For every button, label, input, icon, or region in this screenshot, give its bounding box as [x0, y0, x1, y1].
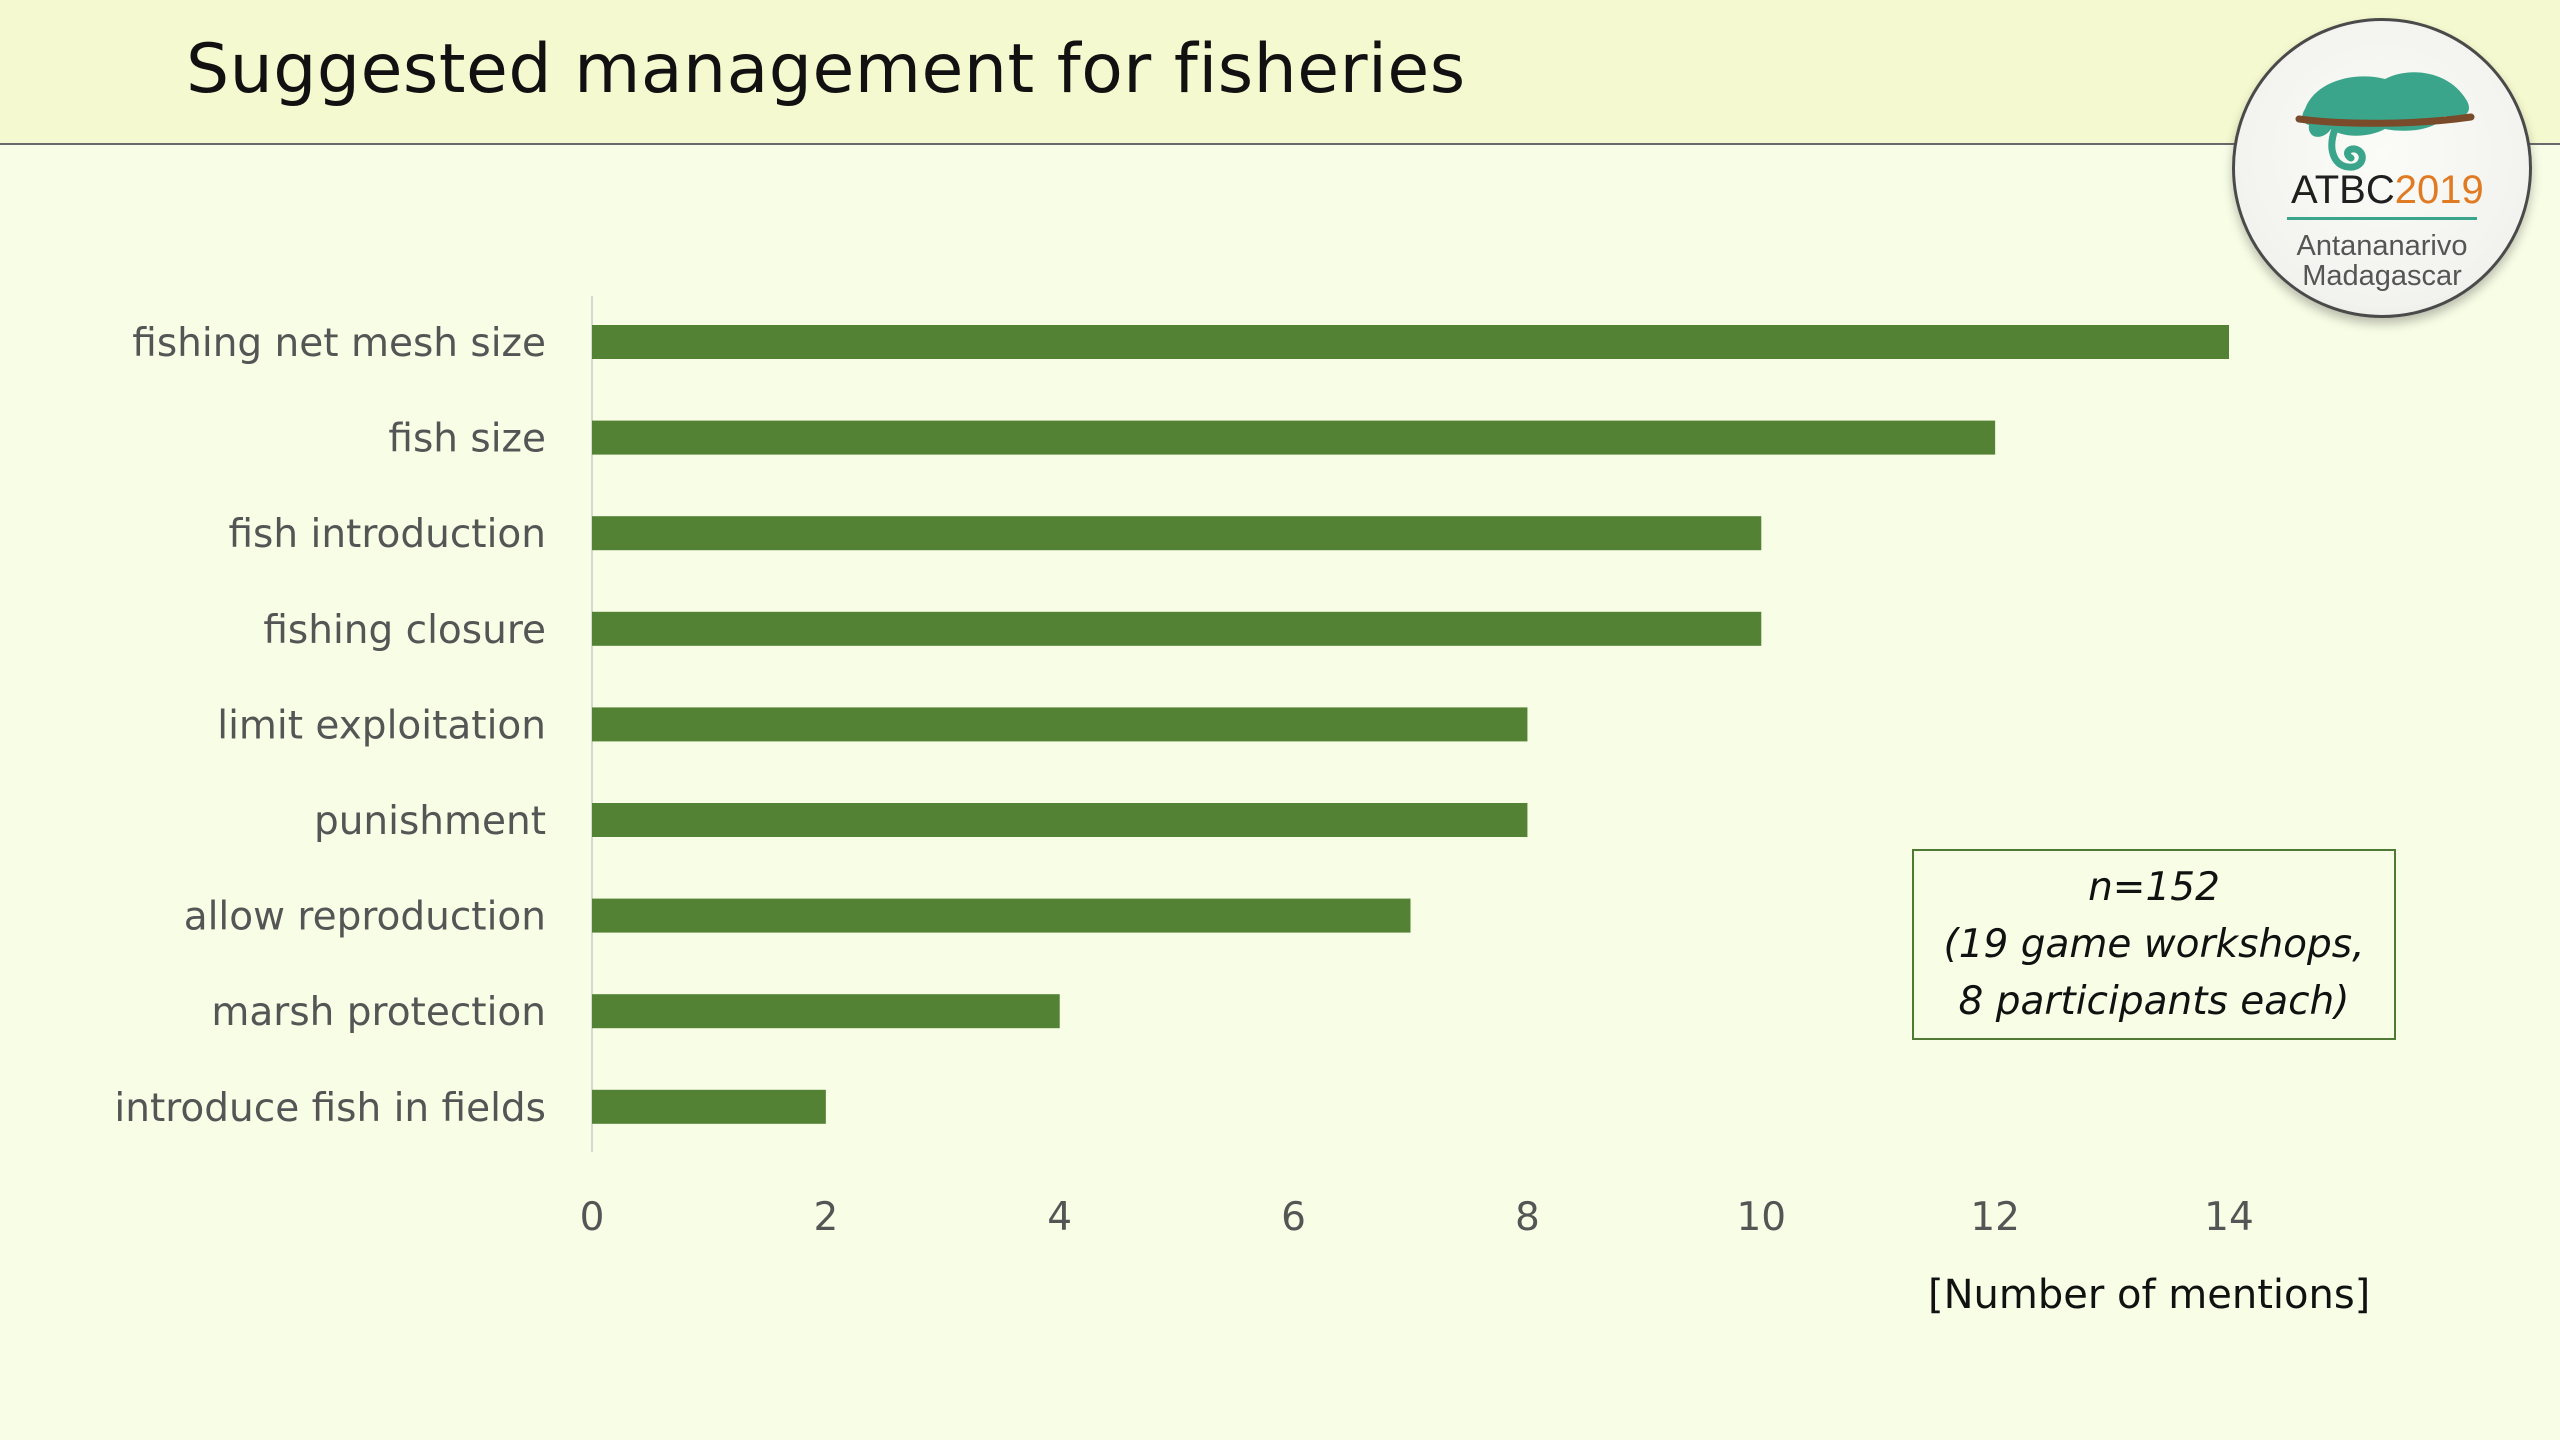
bar — [592, 611, 1762, 646]
atbc-2019-logo: ATBC2019 Antananarivo Madagascar — [2232, 18, 2532, 318]
logo-city: Antananarivo — [2297, 230, 2468, 262]
category-label: limit exploitation — [217, 703, 546, 748]
category-label: fishing net mesh size — [132, 321, 546, 366]
x-axis-title: [Number of mentions] — [1928, 1272, 2371, 1318]
category-label: allow reproduction — [184, 895, 546, 940]
bar — [592, 898, 1411, 933]
x-tick-label: 2 — [813, 1195, 838, 1240]
bar — [592, 1089, 826, 1124]
branch-icon — [2295, 113, 2475, 127]
x-tick-label: 8 — [1515, 1195, 1540, 1240]
category-label: fish size — [388, 417, 546, 462]
chameleon-logo-graphic: ATBC2019 Antananarivo Madagascar — [2287, 72, 2484, 292]
logo-event-text: ATBC2019 — [2291, 168, 2484, 212]
x-tick-label: 10 — [1736, 1195, 1786, 1240]
title-band: Suggested management for fisheries — [0, 0, 2560, 145]
x-tick-label: 6 — [1281, 1195, 1306, 1240]
bar — [592, 707, 1528, 742]
x-tick-label: 4 — [1047, 1195, 1072, 1240]
category-label: punishment — [314, 799, 546, 844]
logo-year: 2019 — [2395, 168, 2484, 212]
category-label: marsh protection — [211, 990, 546, 1035]
x-tick-label: 0 — [580, 1195, 605, 1240]
bar — [592, 516, 1762, 551]
bar — [592, 803, 1528, 837]
category-label: introduce fish in fields — [114, 1086, 546, 1131]
note-line-1: n=152 — [2088, 865, 2220, 910]
logo-event: ATBC — [2291, 168, 2395, 212]
bar — [592, 420, 1996, 455]
x-tick-label: 14 — [2204, 1195, 2254, 1240]
x-tick-label: 12 — [1970, 1195, 2020, 1240]
chameleon-tail-icon — [2328, 125, 2366, 171]
slide-title: Suggested management for fisheries — [186, 30, 1466, 109]
category-label: fishing closure — [263, 608, 546, 653]
category-label: fish introduction — [228, 512, 546, 557]
sample-size-note: n=152 (19 game workshops, 8 participants… — [1912, 849, 2396, 1040]
note-line-2: (19 game workshops, — [1943, 922, 2365, 967]
bar — [592, 325, 2229, 359]
logo-divider — [2287, 217, 2477, 220]
note-line-3: 8 participants each) — [1958, 979, 2350, 1024]
logo-country: Madagascar — [2302, 260, 2462, 292]
bar — [592, 994, 1060, 1029]
